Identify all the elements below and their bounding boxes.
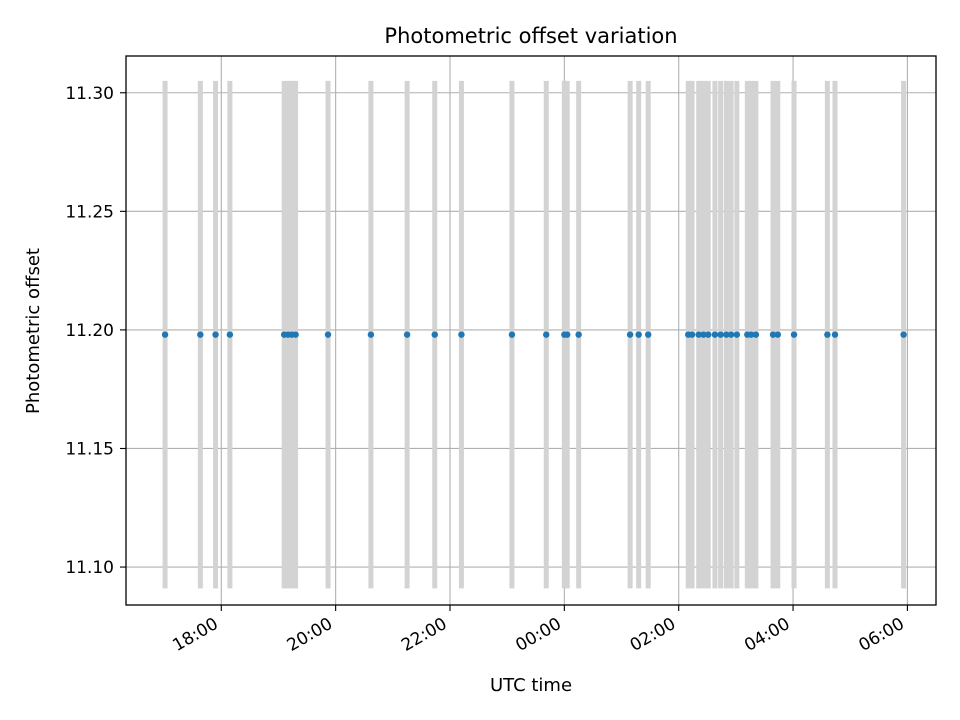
data-point [161,331,169,338]
data-point [831,331,839,338]
data-point [543,331,550,338]
data-point [752,331,760,338]
data-point [403,331,411,338]
data-point [431,331,438,338]
y-tick-label: 11.25 [65,202,114,222]
data-point [564,331,571,338]
data-point [717,331,724,338]
data-point [747,331,755,338]
data-point [508,331,516,338]
data-point [769,331,777,338]
data-point [688,331,696,338]
data-point [695,331,702,338]
data-point [733,331,741,338]
data-point [226,331,234,338]
data-point [575,331,582,338]
data-point [700,331,707,338]
y-axis-ticks: 11.10 11.15 11.20 11.25 11.30 [65,84,126,578]
y-axis-label: Photometric offset [23,248,44,414]
data-point [367,331,375,338]
data-point [727,331,735,338]
y-tick-label: 11.10 [65,558,114,578]
plot-area-frame [125,55,937,606]
data-point [774,331,782,338]
data-point [900,331,907,338]
data-point [324,331,332,338]
x-axis-label: UTC time [490,675,572,696]
chart-title: Photometric offset variation [384,24,677,48]
data-point [212,331,219,338]
data-point [705,331,712,338]
data-points [161,331,907,338]
y-tick-label: 11.30 [65,84,114,104]
data-point [790,331,798,338]
data-point [711,331,719,338]
data-point [824,331,831,338]
data-point [197,331,204,338]
data-point [645,331,652,338]
data-point [723,331,730,338]
y-tick-label: 11.15 [65,439,114,459]
data-point [635,331,642,338]
data-point [626,331,634,338]
y-tick-label: 11.20 [65,321,114,341]
data-point [458,331,465,338]
data-point [292,331,299,338]
